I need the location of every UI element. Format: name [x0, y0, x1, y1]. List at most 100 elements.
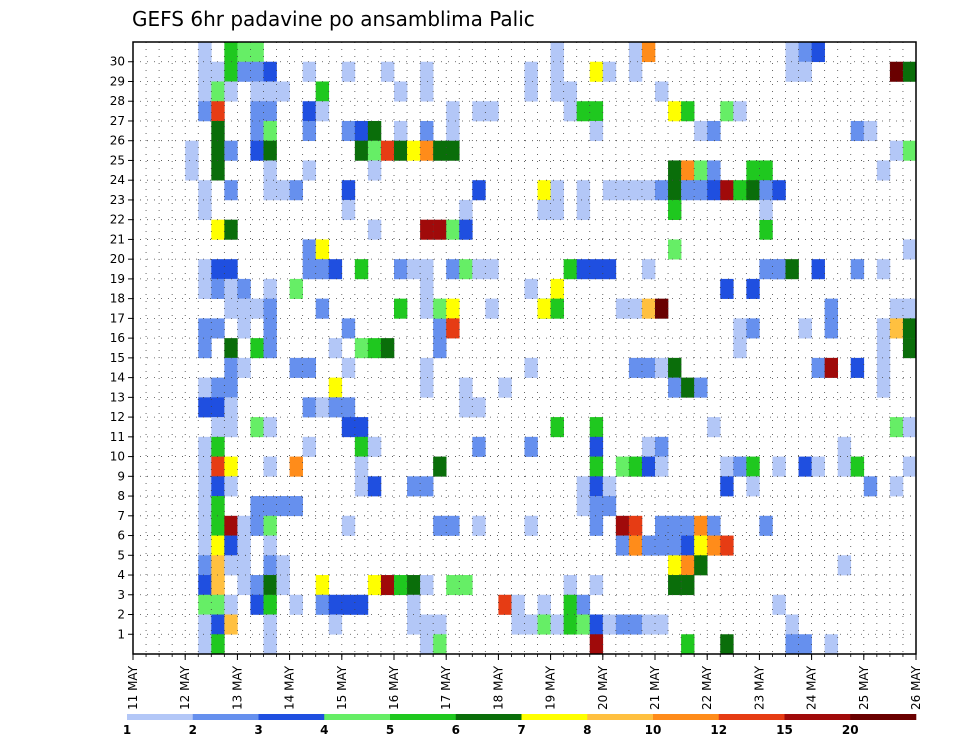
heatmap-cell	[550, 199, 564, 220]
x-tick-label: 26 MAY	[909, 665, 923, 710]
x-tick-label: 18 MAY	[491, 665, 505, 710]
heatmap-cell	[198, 199, 212, 220]
heatmap-cell	[876, 318, 891, 339]
heatmap-cell	[394, 298, 408, 319]
heatmap-cell	[628, 180, 643, 201]
heatmap-cell	[198, 259, 212, 280]
heatmap-cell	[772, 456, 786, 477]
heatmap-cell	[198, 42, 212, 63]
heatmap-cell	[641, 42, 656, 63]
heatmap-cell	[576, 496, 591, 517]
heatmap-cell	[420, 476, 434, 497]
heatmap-cell	[224, 397, 238, 418]
x-tick-label: 16 MAY	[387, 665, 401, 710]
x-tick-label: 12 MAY	[178, 665, 192, 710]
y-tick-label: 17	[110, 311, 125, 325]
heatmap-cell	[589, 61, 604, 82]
heatmap-cell	[746, 278, 760, 299]
heatmap-cell	[315, 259, 330, 280]
heatmap-cell	[681, 160, 695, 181]
heatmap-cell	[902, 140, 917, 161]
heatmap-cell	[394, 81, 408, 102]
x-tick-label: 17 MAY	[439, 665, 453, 710]
heatmap-cell	[302, 101, 316, 122]
heatmap-cell	[811, 456, 825, 477]
heatmap-cell	[563, 101, 577, 122]
heatmap-cell	[289, 180, 303, 201]
heatmap-cell	[863, 120, 878, 142]
heatmap-cell	[328, 377, 343, 398]
heatmap-cell	[902, 298, 917, 319]
heatmap-cell	[524, 61, 538, 82]
y-tick-label: 1	[117, 627, 125, 641]
colorbar-swatch	[653, 714, 720, 720]
heatmap-cell	[602, 496, 617, 517]
heatmap-cell	[263, 180, 277, 201]
y-tick-label: 5	[117, 548, 125, 562]
heatmap-cell	[354, 120, 369, 142]
heatmap-cell	[211, 476, 225, 497]
heatmap-cell	[198, 594, 212, 615]
heatmap-cell	[472, 436, 486, 457]
heatmap-cell	[289, 496, 303, 517]
heatmap-cell	[224, 555, 238, 576]
heatmap-cell	[224, 278, 238, 299]
heatmap-cell	[198, 456, 212, 477]
heatmap-cell	[655, 456, 669, 477]
heatmap-cell	[276, 575, 290, 596]
colorbar-swatch	[455, 714, 522, 720]
y-tick-label: 3	[117, 588, 125, 602]
heatmap-cell	[263, 575, 277, 596]
heatmap-cell	[720, 476, 734, 497]
heatmap-cell	[224, 140, 238, 161]
heatmap-cell	[720, 535, 734, 556]
heatmap-cell	[211, 219, 225, 240]
heatmap-cell	[433, 515, 447, 536]
heatmap-cell	[733, 318, 747, 339]
heatmap-cell	[655, 180, 669, 201]
x-tick-label: 20 MAY	[596, 665, 610, 710]
heatmap-cell	[589, 120, 604, 142]
colorbar-label: 8	[583, 723, 591, 737]
heatmap-cell	[720, 456, 734, 477]
heatmap-cell	[380, 140, 395, 161]
heatmap-cell	[759, 199, 773, 220]
heatmap-cell	[563, 81, 577, 102]
heatmap-cell	[589, 417, 604, 438]
y-tick-label: 24	[110, 173, 125, 187]
heatmap-cell	[224, 338, 238, 359]
heatmap-cell	[641, 436, 656, 457]
x-tick-label: 19 MAY	[544, 665, 558, 710]
heatmap-cell	[407, 259, 421, 280]
heatmap-cell	[263, 61, 277, 82]
heatmap-cell	[850, 456, 865, 477]
heatmap-cell	[641, 614, 656, 635]
heatmap-cell	[537, 298, 551, 319]
heatmap-cell	[367, 120, 382, 142]
heatmap-cell	[224, 417, 238, 438]
heatmap-cell	[537, 594, 551, 615]
heatmap-cell	[367, 160, 382, 181]
heatmap-cell	[198, 180, 212, 201]
heatmap-cell	[211, 555, 225, 576]
colorbar-label: 15	[776, 723, 793, 737]
heatmap-cell	[681, 180, 695, 201]
heatmap-cell	[185, 140, 199, 161]
heatmap-cell	[550, 81, 564, 102]
heatmap-cell	[785, 614, 799, 635]
heatmap-cell	[550, 614, 564, 635]
heatmap-cell	[668, 180, 682, 201]
heatmap-cell	[289, 357, 303, 378]
heatmap-cell	[420, 634, 434, 655]
heatmap-cell	[420, 140, 434, 161]
heatmap-cell	[328, 397, 343, 418]
heatmap-cell	[550, 298, 564, 319]
heatmap-cell	[263, 496, 277, 517]
heatmap-cell	[759, 515, 773, 536]
heatmap-cell	[459, 377, 473, 398]
heatmap-cells	[185, 42, 917, 655]
heatmap-cell	[289, 594, 303, 615]
heatmap-cell	[472, 101, 486, 122]
heatmap-cell	[211, 456, 225, 477]
heatmap-cell	[263, 318, 277, 339]
